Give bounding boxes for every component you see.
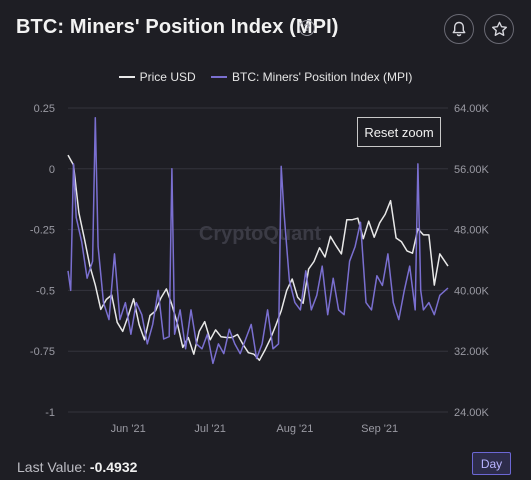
y-tick-left: 0 bbox=[49, 164, 55, 176]
star-icon bbox=[491, 21, 507, 36]
chart-svg[interactable]: 0.25 64.00K 0 56.00K -0.25 48.00K -0.5 40.00K -0… bbox=[0, 90, 531, 440]
y-tick-left: -0.75 bbox=[30, 346, 55, 358]
x-tick: Jun '21 bbox=[111, 423, 146, 435]
y-tick-right: 56.00K bbox=[454, 164, 490, 176]
legend-swatch-mpi bbox=[211, 76, 227, 78]
mpi-series-line bbox=[67, 116, 449, 365]
last-value-label: Last Value: bbox=[17, 459, 87, 475]
legend-item-mpi[interactable]: BTC: Miners' Position Index (MPI) bbox=[211, 70, 412, 84]
y-tick-right: 32.00K bbox=[454, 346, 490, 358]
y-tick-right: 24.00K bbox=[454, 407, 490, 419]
y-tick-left: -0.5 bbox=[36, 285, 55, 297]
y-tick-right: 64.00K bbox=[454, 103, 490, 115]
watermark: CryptoQuant bbox=[199, 223, 322, 245]
y-tick-left: 0.25 bbox=[34, 103, 55, 115]
y-tick-right: 40.00K bbox=[454, 285, 490, 297]
bell-icon bbox=[452, 21, 466, 37]
x-tick: Jul '21 bbox=[194, 423, 225, 435]
last-value-number: -0.4932 bbox=[89, 459, 138, 475]
legend-swatch-price bbox=[118, 76, 135, 78]
legend-label-mpi: BTC: Miners' Position Index (MPI) bbox=[232, 70, 413, 84]
favorite-button[interactable] bbox=[484, 14, 514, 44]
legend-label-price: Price USD bbox=[139, 70, 196, 84]
interval-day-button[interactable]: Day bbox=[472, 452, 511, 475]
x-tick: Sep '21 bbox=[361, 423, 398, 435]
chart-header: BTC: Miners' Position Index (MPI) ? bbox=[16, 14, 519, 44]
page-title: BTC: Miners' Position Index (MPI) bbox=[16, 16, 339, 38]
help-icon[interactable]: ? bbox=[299, 20, 315, 36]
price-series-line bbox=[67, 154, 449, 362]
y-tick-left: -0.25 bbox=[30, 225, 55, 237]
x-tick: Aug '21 bbox=[276, 423, 313, 435]
y-tick-left: -1 bbox=[45, 407, 55, 419]
y-tick-right: 48.00K bbox=[454, 225, 490, 237]
legend-item-price[interactable]: Price USD bbox=[118, 70, 196, 84]
alert-button[interactable] bbox=[444, 14, 474, 44]
last-value: Last Value: -0.4932 bbox=[17, 459, 137, 475]
chart-legend: Price USD BTC: Miners' Position Index (M… bbox=[0, 67, 531, 84]
reset-zoom-button[interactable]: Reset zoom bbox=[357, 117, 441, 147]
chart-area[interactable]: 0.25 64.00K 0 56.00K -0.25 48.00K -0.5 40.00K -0… bbox=[0, 90, 531, 440]
